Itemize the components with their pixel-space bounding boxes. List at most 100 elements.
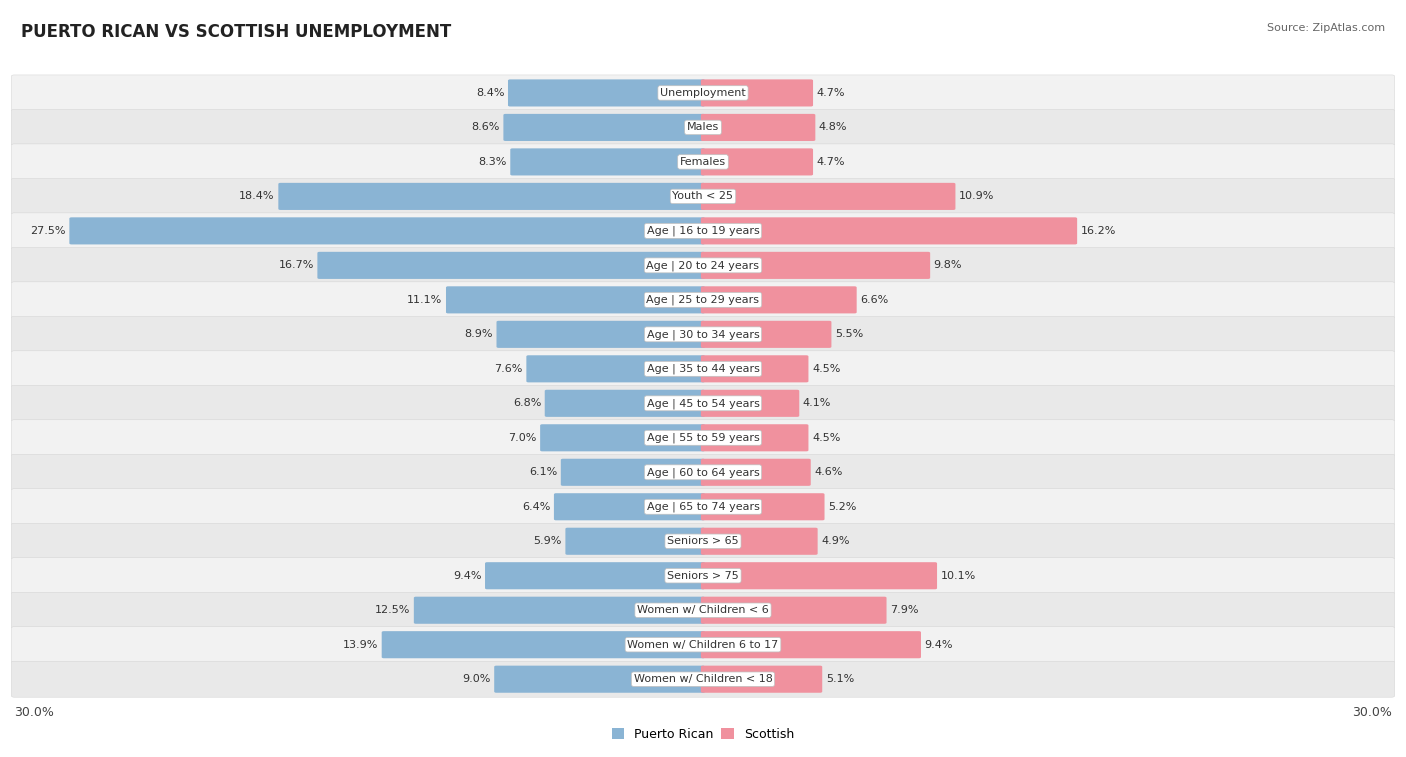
Text: 4.5%: 4.5% bbox=[813, 433, 841, 443]
Text: Age | 45 to 54 years: Age | 45 to 54 years bbox=[647, 398, 759, 409]
FancyBboxPatch shape bbox=[11, 661, 1395, 697]
FancyBboxPatch shape bbox=[700, 183, 956, 210]
Text: 6.6%: 6.6% bbox=[860, 295, 889, 305]
FancyBboxPatch shape bbox=[700, 217, 1077, 245]
Text: Age | 55 to 59 years: Age | 55 to 59 years bbox=[647, 432, 759, 443]
FancyBboxPatch shape bbox=[700, 494, 824, 520]
FancyBboxPatch shape bbox=[11, 385, 1395, 422]
Text: 18.4%: 18.4% bbox=[239, 192, 274, 201]
FancyBboxPatch shape bbox=[510, 148, 706, 176]
Text: 6.4%: 6.4% bbox=[522, 502, 550, 512]
FancyBboxPatch shape bbox=[561, 459, 704, 486]
Text: 9.4%: 9.4% bbox=[925, 640, 953, 650]
Text: 27.5%: 27.5% bbox=[31, 226, 66, 236]
Legend: Puerto Rican, Scottish: Puerto Rican, Scottish bbox=[609, 724, 797, 745]
FancyBboxPatch shape bbox=[11, 489, 1395, 525]
Text: Seniors > 65: Seniors > 65 bbox=[668, 536, 738, 547]
FancyBboxPatch shape bbox=[700, 321, 831, 348]
Text: 16.7%: 16.7% bbox=[278, 260, 314, 270]
Text: 7.6%: 7.6% bbox=[495, 364, 523, 374]
FancyBboxPatch shape bbox=[11, 627, 1395, 662]
FancyBboxPatch shape bbox=[11, 350, 1395, 387]
Text: 10.1%: 10.1% bbox=[941, 571, 976, 581]
Text: Age | 30 to 34 years: Age | 30 to 34 years bbox=[647, 329, 759, 340]
FancyBboxPatch shape bbox=[496, 321, 706, 348]
Text: 16.2%: 16.2% bbox=[1081, 226, 1116, 236]
FancyBboxPatch shape bbox=[554, 494, 706, 520]
FancyBboxPatch shape bbox=[11, 110, 1395, 145]
Text: 4.7%: 4.7% bbox=[817, 157, 845, 167]
Text: 5.5%: 5.5% bbox=[835, 329, 863, 339]
FancyBboxPatch shape bbox=[485, 562, 706, 589]
FancyBboxPatch shape bbox=[700, 114, 815, 141]
Text: 10.9%: 10.9% bbox=[959, 192, 994, 201]
FancyBboxPatch shape bbox=[11, 179, 1395, 214]
FancyBboxPatch shape bbox=[11, 75, 1395, 111]
Text: 13.9%: 13.9% bbox=[343, 640, 378, 650]
Text: Unemployment: Unemployment bbox=[661, 88, 745, 98]
FancyBboxPatch shape bbox=[11, 213, 1395, 249]
Text: 4.7%: 4.7% bbox=[817, 88, 845, 98]
FancyBboxPatch shape bbox=[503, 114, 706, 141]
Text: 5.9%: 5.9% bbox=[533, 536, 562, 547]
FancyBboxPatch shape bbox=[69, 217, 706, 245]
FancyBboxPatch shape bbox=[278, 183, 706, 210]
FancyBboxPatch shape bbox=[540, 424, 706, 451]
FancyBboxPatch shape bbox=[700, 355, 808, 382]
FancyBboxPatch shape bbox=[446, 286, 704, 313]
Text: Age | 60 to 64 years: Age | 60 to 64 years bbox=[647, 467, 759, 478]
Text: 6.8%: 6.8% bbox=[513, 398, 541, 408]
Text: 4.9%: 4.9% bbox=[821, 536, 849, 547]
FancyBboxPatch shape bbox=[700, 148, 813, 176]
Text: PUERTO RICAN VS SCOTTISH UNEMPLOYMENT: PUERTO RICAN VS SCOTTISH UNEMPLOYMENT bbox=[21, 23, 451, 41]
Text: 6.1%: 6.1% bbox=[529, 467, 557, 477]
FancyBboxPatch shape bbox=[700, 390, 799, 417]
FancyBboxPatch shape bbox=[700, 562, 936, 589]
FancyBboxPatch shape bbox=[700, 597, 887, 624]
Text: Age | 25 to 29 years: Age | 25 to 29 years bbox=[647, 294, 759, 305]
Text: 8.4%: 8.4% bbox=[477, 88, 505, 98]
Text: Women w/ Children 6 to 17: Women w/ Children 6 to 17 bbox=[627, 640, 779, 650]
Text: 5.1%: 5.1% bbox=[825, 674, 853, 684]
Text: Age | 65 to 74 years: Age | 65 to 74 years bbox=[647, 502, 759, 512]
FancyBboxPatch shape bbox=[700, 79, 813, 107]
Text: 12.5%: 12.5% bbox=[375, 606, 411, 615]
Text: Males: Males bbox=[688, 123, 718, 132]
FancyBboxPatch shape bbox=[381, 631, 706, 659]
Text: 4.8%: 4.8% bbox=[818, 123, 848, 132]
Text: 30.0%: 30.0% bbox=[14, 706, 53, 718]
FancyBboxPatch shape bbox=[526, 355, 706, 382]
Text: 4.6%: 4.6% bbox=[814, 467, 842, 477]
Text: 11.1%: 11.1% bbox=[408, 295, 443, 305]
FancyBboxPatch shape bbox=[11, 454, 1395, 491]
FancyBboxPatch shape bbox=[700, 459, 811, 486]
FancyBboxPatch shape bbox=[413, 597, 706, 624]
FancyBboxPatch shape bbox=[11, 316, 1395, 352]
Text: Source: ZipAtlas.com: Source: ZipAtlas.com bbox=[1267, 23, 1385, 33]
FancyBboxPatch shape bbox=[11, 592, 1395, 628]
FancyBboxPatch shape bbox=[11, 248, 1395, 283]
Text: Age | 35 to 44 years: Age | 35 to 44 years bbox=[647, 363, 759, 374]
FancyBboxPatch shape bbox=[318, 252, 706, 279]
Text: 8.9%: 8.9% bbox=[464, 329, 494, 339]
Text: Age | 20 to 24 years: Age | 20 to 24 years bbox=[647, 260, 759, 270]
FancyBboxPatch shape bbox=[11, 558, 1395, 593]
FancyBboxPatch shape bbox=[508, 79, 706, 107]
Text: Age | 16 to 19 years: Age | 16 to 19 years bbox=[647, 226, 759, 236]
FancyBboxPatch shape bbox=[700, 424, 808, 451]
Text: 7.0%: 7.0% bbox=[508, 433, 537, 443]
Text: 4.5%: 4.5% bbox=[813, 364, 841, 374]
Text: Women w/ Children < 18: Women w/ Children < 18 bbox=[634, 674, 772, 684]
Text: Women w/ Children < 6: Women w/ Children < 6 bbox=[637, 606, 769, 615]
Text: 8.3%: 8.3% bbox=[478, 157, 506, 167]
FancyBboxPatch shape bbox=[700, 665, 823, 693]
FancyBboxPatch shape bbox=[11, 282, 1395, 318]
FancyBboxPatch shape bbox=[700, 252, 931, 279]
FancyBboxPatch shape bbox=[700, 631, 921, 659]
FancyBboxPatch shape bbox=[700, 286, 856, 313]
Text: 9.0%: 9.0% bbox=[463, 674, 491, 684]
FancyBboxPatch shape bbox=[544, 390, 706, 417]
Text: 9.8%: 9.8% bbox=[934, 260, 962, 270]
FancyBboxPatch shape bbox=[11, 523, 1395, 559]
FancyBboxPatch shape bbox=[11, 420, 1395, 456]
